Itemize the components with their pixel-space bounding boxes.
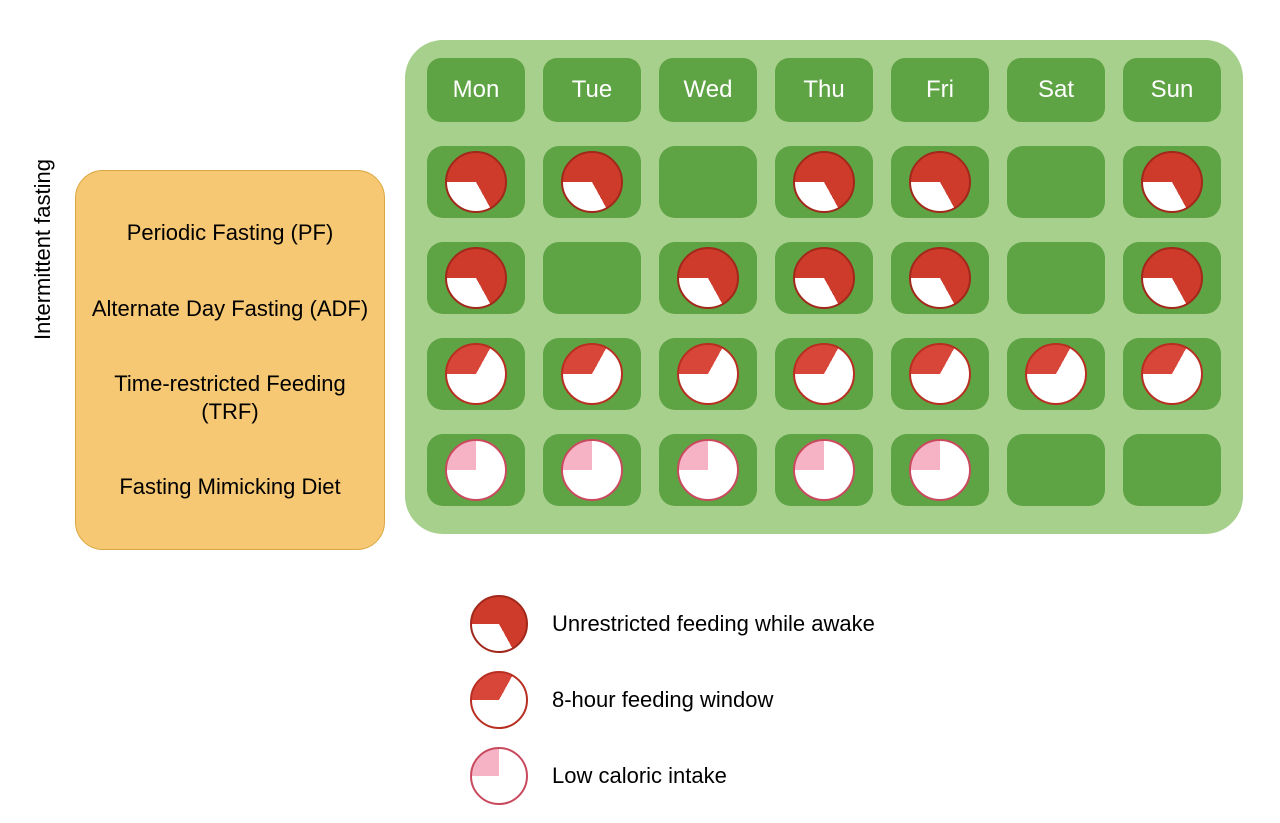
pie-L xyxy=(909,439,971,501)
pie-U xyxy=(793,247,855,309)
grid-cell xyxy=(775,146,873,218)
pie-U xyxy=(1141,151,1203,213)
grid-cell xyxy=(891,338,989,410)
pie-L xyxy=(561,439,623,501)
grid-row-2 xyxy=(427,338,1221,410)
grid-cell xyxy=(427,338,525,410)
pie-E xyxy=(909,343,971,405)
pie-E xyxy=(793,343,855,405)
pie-L xyxy=(470,747,528,805)
day-header-tue: Tue xyxy=(543,58,641,122)
grid-cell xyxy=(659,338,757,410)
pie-U xyxy=(470,595,528,653)
day-header-wed: Wed xyxy=(659,58,757,122)
row-label-pf: Periodic Fasting (PF) xyxy=(90,219,370,247)
day-header-thu: Thu xyxy=(775,58,873,122)
day-header-mon: Mon xyxy=(427,58,525,122)
grid-row-1 xyxy=(427,242,1221,314)
pie-E xyxy=(1025,343,1087,405)
grid-cell xyxy=(543,146,641,218)
legend-text: Low caloric intake xyxy=(552,763,727,789)
pie-L xyxy=(793,439,855,501)
grid-cell xyxy=(1123,434,1221,506)
pie-U xyxy=(561,151,623,213)
pie-E xyxy=(561,343,623,405)
legend-row: Unrestricted feeding while awake xyxy=(470,595,875,653)
grid-cell xyxy=(891,434,989,506)
day-header-sun: Sun xyxy=(1123,58,1221,122)
pie-E xyxy=(1141,343,1203,405)
grid-cell xyxy=(427,242,525,314)
diagram-wrap: Periodic Fasting (PF) Alternate Day Fast… xyxy=(30,40,1243,550)
grid-cell xyxy=(543,434,641,506)
pie-U xyxy=(445,151,507,213)
grid-row-0 xyxy=(427,146,1221,218)
pie-U xyxy=(1141,247,1203,309)
legend-text: 8-hour feeding window xyxy=(552,687,773,713)
legend-text: Unrestricted feeding while awake xyxy=(552,611,875,637)
legend-row: 8-hour feeding window xyxy=(470,671,875,729)
pie-L xyxy=(445,439,507,501)
row-label-trf: Time-restricted Feeding (TRF) xyxy=(90,370,370,425)
row-label-adf: Alternate Day Fasting (ADF) xyxy=(90,295,370,323)
grid-cell xyxy=(659,242,757,314)
grid-row-3 xyxy=(427,434,1221,506)
pie-U xyxy=(793,151,855,213)
grid-cell xyxy=(1123,146,1221,218)
grid-cell xyxy=(659,434,757,506)
row-labels-panel: Periodic Fasting (PF) Alternate Day Fast… xyxy=(75,170,385,550)
pie-E xyxy=(445,343,507,405)
grid-cell xyxy=(1007,338,1105,410)
day-header-sat: Sat xyxy=(1007,58,1105,122)
grid-cell xyxy=(543,242,641,314)
pie-L xyxy=(677,439,739,501)
legend: Unrestricted feeding while awake 8-hour f… xyxy=(470,595,875,823)
grid-cell xyxy=(543,338,641,410)
grid-cell xyxy=(775,242,873,314)
grid-cell xyxy=(427,146,525,218)
grid-cell xyxy=(1123,338,1221,410)
grid-cell xyxy=(1007,242,1105,314)
pie-U xyxy=(909,247,971,309)
grid-cell xyxy=(427,434,525,506)
grid-cell xyxy=(775,338,873,410)
grid-cell xyxy=(1007,146,1105,218)
grid-cell xyxy=(891,242,989,314)
row-label-fmd: Fasting Mimicking Diet xyxy=(90,473,370,501)
calendar-panel: Mon Tue Wed Thu Fri Sat Sun xyxy=(405,40,1243,534)
grid-cell xyxy=(1007,434,1105,506)
pie-U xyxy=(445,247,507,309)
day-header-fri: Fri xyxy=(891,58,989,122)
pie-U xyxy=(677,247,739,309)
legend-row: Low caloric intake xyxy=(470,747,875,805)
day-header-row: Mon Tue Wed Thu Fri Sat Sun xyxy=(427,58,1221,122)
grid-cell xyxy=(775,434,873,506)
grid-cell xyxy=(1123,242,1221,314)
pie-U xyxy=(909,151,971,213)
pie-E xyxy=(677,343,739,405)
grid-cell xyxy=(891,146,989,218)
grid-cell xyxy=(659,146,757,218)
pie-E xyxy=(470,671,528,729)
